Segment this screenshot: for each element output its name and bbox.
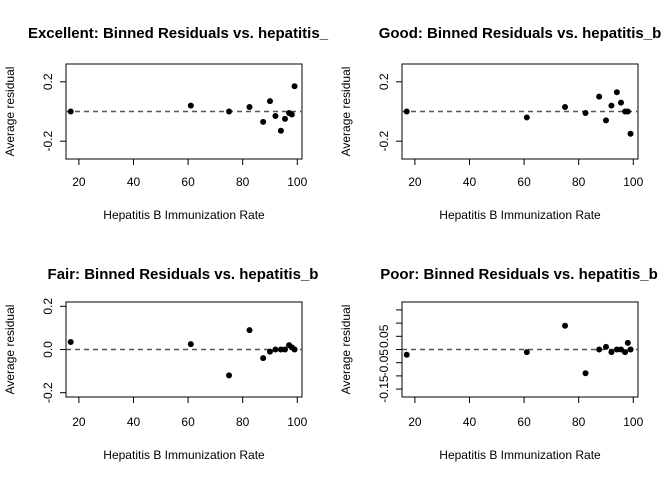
x-tick-label: 100 <box>287 175 307 189</box>
y-tick-label: 0.05 <box>377 324 391 348</box>
y-axis-label: Average residual <box>3 305 17 395</box>
data-point <box>288 111 295 118</box>
x-axis-label: Hepatitis B Immunization Rate <box>103 208 265 222</box>
x-tick-label: 80 <box>572 175 586 189</box>
data-point <box>523 114 530 121</box>
y-tick-label: -0.05 <box>377 349 391 377</box>
panel-title: Fair: Binned Residuals vs. hepatitis_b <box>48 266 319 283</box>
data-point <box>67 108 74 115</box>
x-axis-label: Hepatitis B Immunization Rate <box>439 208 601 222</box>
y-tick-label: -0.2 <box>41 382 55 403</box>
data-point <box>246 104 253 111</box>
x-axis-label: Hepatitis B Immunization Rate <box>439 448 601 462</box>
data-point <box>226 108 233 115</box>
data-point <box>403 108 410 115</box>
x-axis-label: Hepatitis B Immunization Rate <box>103 448 265 462</box>
y-tick-label: -0.15 <box>377 375 391 403</box>
data-point <box>246 327 253 334</box>
data-point <box>523 349 530 356</box>
x-tick-label: 60 <box>517 175 531 189</box>
x-tick-label: 20 <box>72 175 86 189</box>
data-point <box>272 112 279 119</box>
panel-title: Poor: Binned Residuals vs. hepatitis_b <box>380 266 658 283</box>
data-point <box>277 127 284 134</box>
data-point <box>602 117 609 124</box>
data-point <box>281 115 288 122</box>
data-point <box>613 89 620 96</box>
y-tick-label: 0.0 <box>41 341 55 358</box>
y-axis-label: Average residual <box>3 67 17 157</box>
data-point <box>602 343 609 350</box>
x-tick-label: 20 <box>408 415 422 429</box>
x-tick-label: 100 <box>623 175 643 189</box>
data-point <box>596 93 603 100</box>
data-point <box>622 349 629 356</box>
data-point <box>266 348 273 355</box>
y-tick-label: -0.2 <box>377 131 391 152</box>
data-point <box>187 102 194 109</box>
x-tick-label: 20 <box>72 415 86 429</box>
data-point <box>403 351 410 358</box>
data-point <box>582 370 589 377</box>
x-tick-label: 80 <box>236 175 250 189</box>
data-point <box>187 341 194 348</box>
data-point <box>260 118 267 125</box>
x-tick-label: 100 <box>623 415 643 429</box>
panel-3: Fair: Binned Residuals vs. hepatitis_b 20… <box>3 266 318 462</box>
data-point <box>226 372 233 379</box>
data-point <box>617 99 624 106</box>
x-tick-label: 60 <box>181 415 195 429</box>
panel-1: Excellent: Binned Residuals vs. hepatiti… <box>3 25 329 222</box>
data-point <box>608 349 615 356</box>
y-axis-label: Average residual <box>339 67 353 157</box>
data-point <box>281 346 288 353</box>
x-tick-label: 40 <box>127 175 141 189</box>
y-tick-label: 0.2 <box>41 298 55 315</box>
data-point <box>266 98 273 105</box>
panel-title: Excellent: Binned Residuals vs. hepatiti… <box>28 25 329 42</box>
data-point <box>562 322 569 329</box>
panel-2: Good: Binned Residuals vs. hepatitis_b 20… <box>339 25 661 222</box>
data-point <box>624 339 631 346</box>
data-point <box>608 102 615 109</box>
data-point <box>627 346 634 353</box>
data-point <box>291 83 298 90</box>
x-tick-label: 80 <box>236 415 250 429</box>
x-tick-label: 60 <box>517 415 531 429</box>
data-point <box>562 104 569 111</box>
data-point <box>596 346 603 353</box>
y-axis-label: Average residual <box>339 305 353 395</box>
data-point <box>291 346 298 353</box>
panel-title: Good: Binned Residuals vs. hepatitis_b <box>379 25 662 42</box>
x-tick-label: 100 <box>287 415 307 429</box>
x-tick-label: 40 <box>463 175 477 189</box>
data-point <box>627 130 634 137</box>
data-point <box>624 108 631 115</box>
x-tick-label: 40 <box>463 415 477 429</box>
x-tick-label: 60 <box>181 175 195 189</box>
y-tick-label: -0.2 <box>41 131 55 152</box>
panel-4: Poor: Binned Residuals vs. hepatitis_b 20… <box>339 266 658 462</box>
data-point <box>67 338 74 345</box>
data-point <box>272 346 279 353</box>
x-tick-label: 20 <box>408 175 422 189</box>
y-tick-label: 0.2 <box>377 73 391 90</box>
y-tick-label: 0.2 <box>41 73 55 90</box>
x-tick-label: 80 <box>572 415 586 429</box>
x-tick-label: 40 <box>127 415 141 429</box>
data-point <box>260 355 267 362</box>
data-point <box>582 109 589 116</box>
